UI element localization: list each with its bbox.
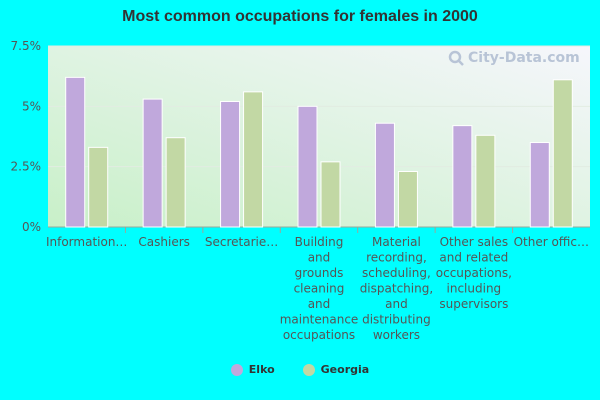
legend-swatch-georgia	[302, 363, 315, 376]
legend-item-georgia: Georgia	[302, 363, 370, 376]
y-axis: 0% 2.5% 5% 7.5%	[11, 39, 42, 234]
watermark: City-Data.com	[448, 50, 580, 66]
legend-label-georgia: Georgia	[320, 363, 370, 376]
bar-georgia[interactable]	[552, 79, 573, 228]
gridlines	[48, 45, 590, 228]
bars	[65, 76, 573, 228]
legend-swatch-elko	[230, 363, 243, 376]
bar-elko[interactable]	[452, 125, 473, 228]
x-axis: Information… Cashiers Secretarie… Building a…	[46, 227, 589, 342]
x-tick-label: Secretarie…	[205, 235, 278, 249]
plot-area	[48, 46, 590, 227]
bar-elko[interactable]	[220, 101, 241, 228]
x-tick-label: Building and grounds cleaning and maintenance…	[280, 235, 359, 342]
bar-georgia[interactable]	[397, 170, 418, 228]
x-tick-label: Other offic…	[514, 235, 589, 249]
bar-georgia[interactable]	[165, 137, 186, 228]
bar-georgia[interactable]	[88, 146, 109, 228]
bar-georgia[interactable]	[243, 91, 264, 228]
bar-elko[interactable]	[297, 105, 318, 228]
bar-elko[interactable]	[142, 98, 163, 228]
legend-item-elko: Elko	[230, 363, 275, 376]
watermark-text: City-Data.com	[468, 50, 580, 66]
bar-elko[interactable]	[65, 76, 86, 228]
bar-elko[interactable]	[374, 122, 395, 228]
x-tick-label: Other sales and related occupations, includ…	[436, 235, 512, 311]
magnifier-icon	[448, 50, 464, 66]
bar-elko[interactable]	[529, 142, 550, 228]
x-tick-label: Material recording, scheduling, dispatching…	[360, 235, 433, 342]
bar-georgia[interactable]	[320, 161, 341, 228]
x-tick-label: Information…	[46, 235, 127, 249]
y-tick-label: 0%	[22, 220, 41, 234]
legend-label-elko: Elko	[248, 363, 275, 376]
chart-title: Most common occupations for females in 2…	[122, 8, 478, 25]
bar-georgia[interactable]	[475, 134, 496, 228]
legend: Elko Georgia	[0, 363, 600, 376]
y-tick-label: 7.5%	[11, 39, 42, 53]
x-tick-label: Cashiers	[138, 235, 190, 249]
y-tick-label: 2.5%	[11, 160, 42, 174]
y-tick-label: 5%	[22, 99, 41, 113]
